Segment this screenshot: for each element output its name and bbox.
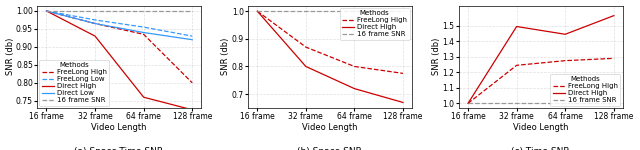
Direct High	[43, 10, 51, 12]
16 frame SNR	[253, 10, 261, 12]
FreeLong High	[140, 33, 147, 35]
Direct High	[561, 33, 569, 35]
Line: FreeLong High: FreeLong High	[468, 58, 614, 103]
FreeLong High	[92, 23, 99, 24]
Y-axis label: SNR (db): SNR (db)	[432, 38, 441, 75]
FreeLong Low	[188, 35, 196, 37]
16 frame SNR	[43, 10, 51, 12]
Text: (a) Space-Time SNR: (a) Space-Time SNR	[74, 147, 164, 150]
16 frame SNR	[140, 10, 147, 12]
16 frame SNR	[610, 102, 618, 104]
16 frame SNR	[302, 10, 310, 12]
FreeLong High	[399, 72, 407, 74]
X-axis label: Video Length: Video Length	[513, 123, 568, 132]
FreeLong High	[253, 10, 261, 12]
FreeLong High	[351, 66, 358, 67]
Line: Direct High: Direct High	[47, 11, 192, 110]
Direct High	[188, 109, 196, 111]
FreeLong Low	[140, 26, 147, 28]
16 frame SNR	[351, 10, 358, 12]
16 frame SNR	[188, 10, 196, 12]
Line: FreeLong Low: FreeLong Low	[47, 11, 192, 36]
Direct High	[140, 96, 147, 98]
FreeLong Low	[92, 19, 99, 21]
FreeLong Low	[43, 10, 51, 12]
Direct Low	[188, 39, 196, 41]
16 frame SNR	[399, 10, 407, 12]
Direct High	[253, 10, 261, 12]
Direct High	[351, 88, 358, 90]
Direct High	[610, 15, 618, 16]
FreeLong High	[188, 82, 196, 84]
Direct High	[464, 102, 472, 104]
Direct Low	[92, 23, 99, 24]
Direct High	[399, 102, 407, 103]
FreeLong High	[464, 102, 472, 104]
Text: (c) Time SNR: (c) Time SNR	[511, 147, 570, 150]
Direct Low	[140, 32, 147, 33]
16 frame SNR	[92, 10, 99, 12]
FreeLong High	[610, 57, 618, 59]
Direct High	[92, 35, 99, 37]
FreeLong High	[561, 60, 569, 61]
Line: FreeLong High: FreeLong High	[47, 11, 192, 83]
X-axis label: Video Length: Video Length	[92, 123, 147, 132]
X-axis label: Video Length: Video Length	[302, 123, 358, 132]
Line: FreeLong High: FreeLong High	[257, 11, 403, 73]
Legend: FreeLong High, FreeLong Low, Direct High, Direct Low, 16 frame SNR: FreeLong High, FreeLong Low, Direct High…	[39, 60, 109, 106]
Y-axis label: SNR (db): SNR (db)	[6, 38, 15, 75]
Direct Low	[43, 10, 51, 12]
Direct High	[513, 26, 520, 27]
Line: Direct Low: Direct Low	[47, 11, 192, 40]
16 frame SNR	[561, 102, 569, 104]
FreeLong High	[302, 46, 310, 48]
Text: (b) Space SNR: (b) Space SNR	[298, 147, 362, 150]
Legend: FreeLong High, Direct High, 16 frame SNR: FreeLong High, Direct High, 16 frame SNR	[340, 8, 410, 40]
Legend: FreeLong High, Direct High, 16 frame SNR: FreeLong High, Direct High, 16 frame SNR	[550, 74, 620, 106]
Line: Direct High: Direct High	[257, 11, 403, 102]
FreeLong High	[43, 10, 51, 12]
Line: Direct High: Direct High	[468, 16, 614, 103]
16 frame SNR	[513, 102, 520, 104]
Y-axis label: SNR (db): SNR (db)	[221, 38, 230, 75]
FreeLong High	[513, 64, 520, 66]
16 frame SNR	[464, 102, 472, 104]
Direct High	[302, 66, 310, 67]
